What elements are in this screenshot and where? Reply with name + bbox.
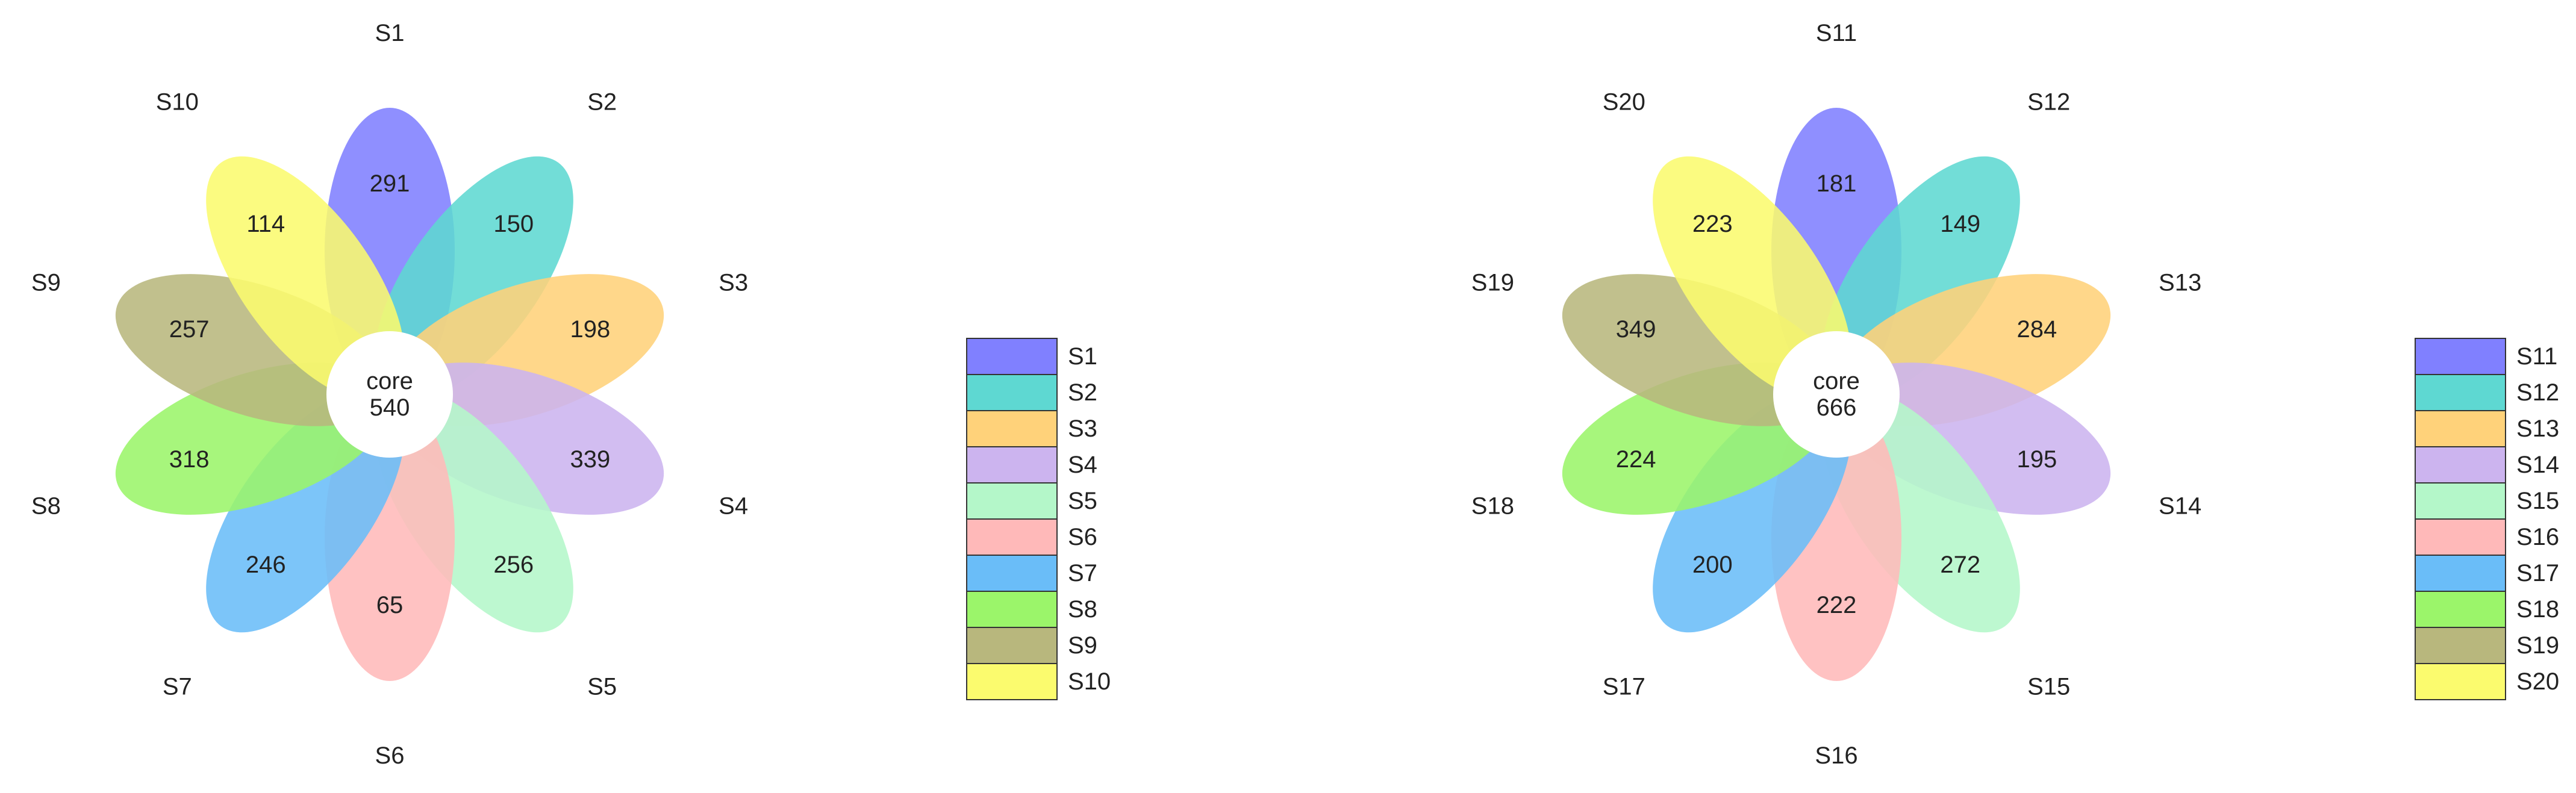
legend-label-s20: S20 [2516,668,2559,695]
petal-label-s11: S11 [1816,20,1857,46]
petal-count-s2: 150 [493,211,534,237]
legend-label-s3: S3 [1068,415,1097,442]
petal-label-s2: S2 [587,89,617,116]
legend-swatch-s5 [966,482,1058,520]
legend-label-s19: S19 [2516,632,2559,659]
petal-label-s16: S16 [1815,742,1857,769]
legend-swatch-s3 [966,410,1058,447]
petal-count-s1: 291 [370,170,410,197]
petal-count-s7: 246 [246,552,286,578]
legend-label-s9: S9 [1068,632,1097,659]
legend-swatch-s6 [966,518,1058,556]
legend-swatch-s2 [966,374,1058,411]
petal-label-s19: S19 [1471,270,1514,296]
petal-count-s8: 318 [169,446,210,473]
legend-swatch-s4 [966,446,1058,484]
legend-2: S11 S12 S13 S14 S15 S16 S17 S18 S19 S20 [2415,338,2559,700]
legend-swatch-s20 [2415,663,2506,700]
legend-swatch-s11 [2415,338,2506,375]
legend-1: S1 S2 S3 S4 S5 S6 S7 S8 S9 S10 [966,338,1111,700]
petal-label-s5: S5 [587,673,617,700]
petal-label-s12: S12 [2027,89,2070,116]
petal-s10 [206,156,405,401]
legend-swatch-s14 [2415,446,2506,484]
legend-label-s16: S16 [2516,524,2559,550]
legend-swatch-s19 [2415,627,2506,664]
legend-label-s10: S10 [1068,668,1111,695]
legend-swatch-s9 [966,627,1058,664]
petal-count-s20: 223 [1692,211,1733,237]
petal-label-s8: S8 [31,493,61,519]
legend-swatch-s16 [2415,518,2506,556]
legend-swatch-s7 [966,555,1058,592]
flower-chart-1: 291 S1 150 S2 198 S3 339 S4 256 S5 65 S6 246 S7 318 S8 2… [31,20,1111,769]
petal-count-s10: 114 [246,211,285,237]
petal-label-s18: S18 [1471,493,1514,519]
petal-count-s11: 181 [1817,170,1857,197]
petal-count-s17: 200 [1692,552,1733,578]
legend-swatch-s17 [2415,555,2506,592]
petal-count-s13: 284 [2016,316,2057,343]
legend-label-s5: S5 [1068,488,1097,514]
core-label: core [1813,368,1860,394]
legend-label-s7: S7 [1068,560,1097,586]
legend-swatch-s1 [966,338,1058,375]
petal-label-s3: S3 [719,270,748,296]
petal-label-s14: S14 [2159,493,2201,519]
petal-count-s4: 339 [570,446,610,473]
petal-s20 [1653,156,1852,401]
legend-swatch-s10 [966,663,1058,700]
core-value: 666 [1817,394,1857,421]
petal-count-s19: 349 [1616,316,1656,343]
legend-swatch-s12 [2415,374,2506,411]
legend-label-s11: S11 [2516,343,2557,370]
petal-label-s7: S7 [163,673,192,700]
petal-count-s9: 257 [169,316,210,343]
petal-label-s13: S13 [2159,270,2201,296]
petal-label-s9: S9 [31,270,61,296]
legend-swatch-s15 [2415,482,2506,520]
petal-label-s15: S15 [2027,673,2070,700]
petal-count-s3: 198 [570,316,610,343]
legend-label-s8: S8 [1068,596,1097,623]
legend-swatch-s8 [966,591,1058,628]
petal-label-s6: S6 [375,742,405,769]
legend-label-s2: S2 [1068,379,1097,406]
legend-label-s17: S17 [2516,560,2559,586]
core-value: 540 [370,394,410,421]
petal-count-s6: 65 [376,592,404,618]
petal-count-s15: 272 [1940,552,1980,578]
legend-label-s1: S1 [1068,343,1097,370]
petal-count-s16: 222 [1817,592,1857,618]
petal-label-s17: S17 [1603,673,1645,700]
petal-label-s1: S1 [375,20,405,46]
flower-chart-2: 181 S11 149 S12 284 S13 195 S14 272 S15 222 S16 200 S… [1471,20,2559,769]
legend-label-s14: S14 [2516,452,2559,478]
legend-label-s12: S12 [2516,379,2559,406]
core-circle [1773,331,1900,458]
legend-swatch-s18 [2415,591,2506,628]
petal-label-s20: S20 [1603,89,1645,116]
legend-label-s13: S13 [2516,415,2559,442]
legend-label-s6: S6 [1068,524,1097,550]
petal-count-s18: 224 [1616,446,1656,473]
petal-count-s12: 149 [1940,211,1980,237]
legend-label-s18: S18 [2516,596,2559,623]
legend-label-s15: S15 [2516,488,2559,514]
petal-count-s14: 195 [2016,446,2057,473]
petal-count-s5: 256 [493,552,534,578]
petal-label-s4: S4 [719,493,748,519]
legend-swatch-s13 [2415,410,2506,447]
core-circle [326,331,453,458]
petal-label-s10: S10 [156,89,199,116]
legend-label-s4: S4 [1068,452,1097,478]
core-label: core [366,368,413,394]
